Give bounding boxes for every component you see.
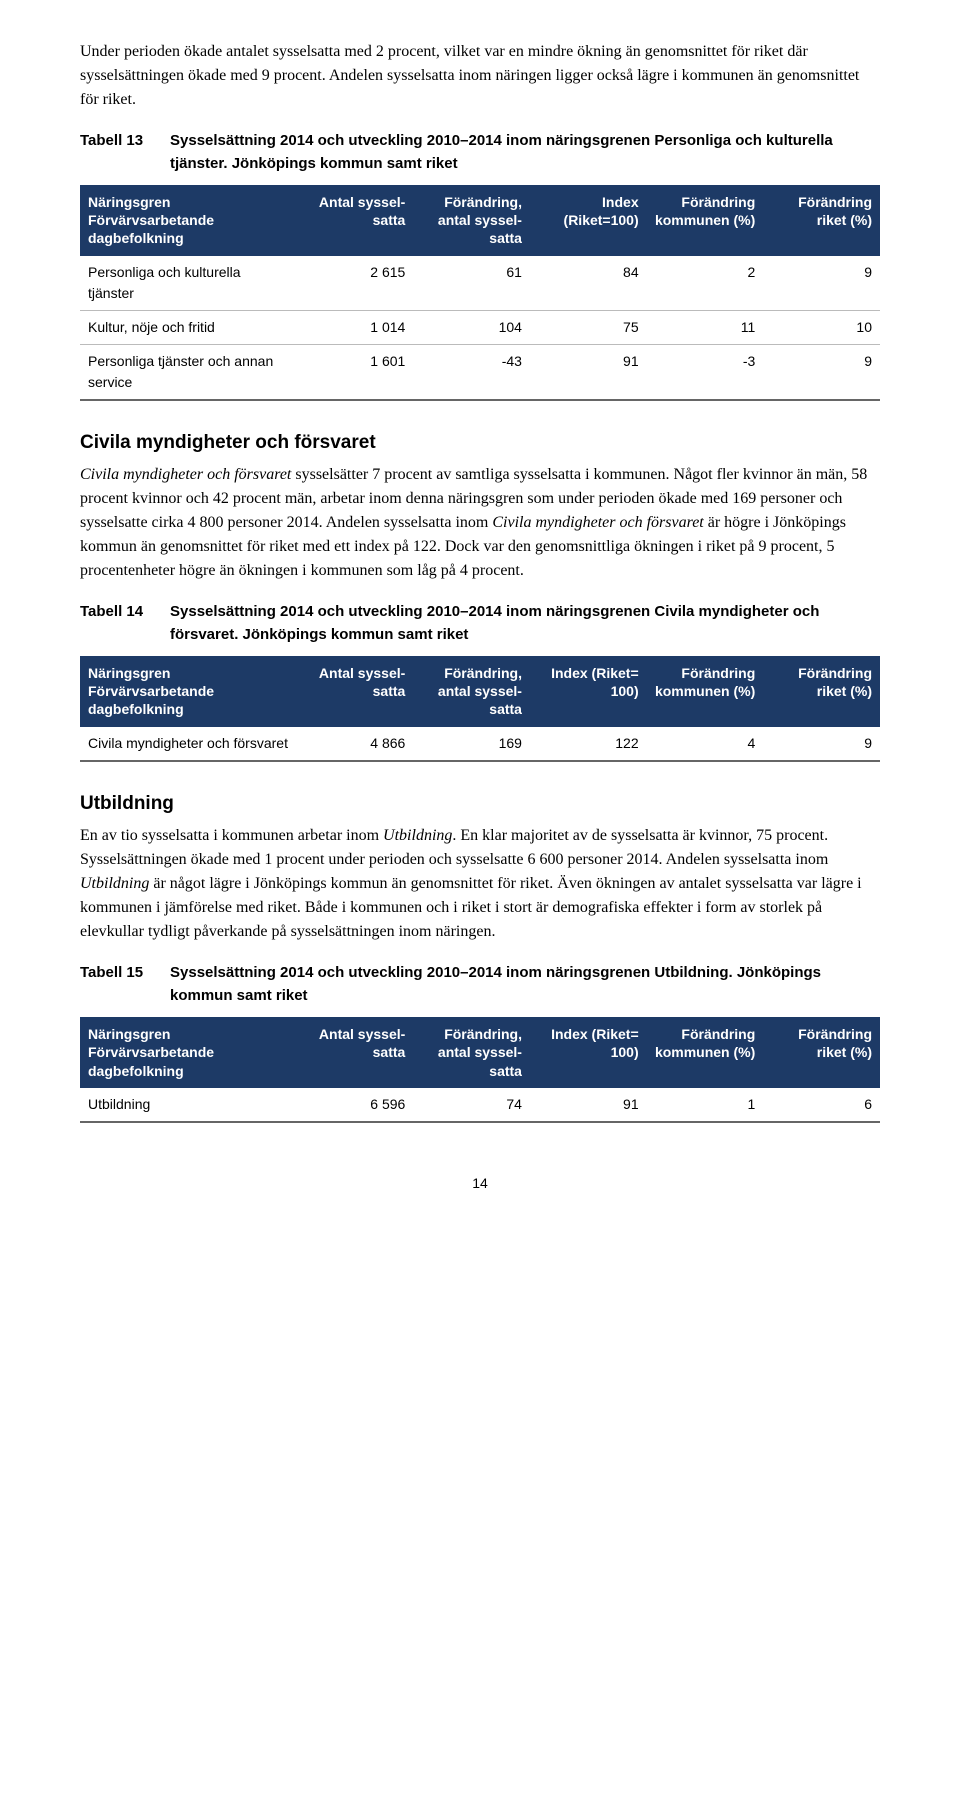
row-value: 1 601: [297, 344, 414, 400]
text-run: Civila myndigheter och försvaret: [492, 514, 703, 531]
table14-header-c0: Näringsgren Förvärvsarbetande dagbefolkn…: [80, 656, 297, 727]
table15-header-c2: Förändring, antal syssel­satta: [413, 1017, 530, 1088]
row-value: 74: [413, 1088, 530, 1122]
table13-caption-text: Sysselsättning 2014 och utveckling 2010–…: [170, 130, 880, 175]
page-number: 14: [80, 1173, 880, 1194]
row-value: 6 596: [297, 1088, 414, 1122]
row-value: 11: [647, 310, 764, 344]
row-value: -43: [413, 344, 530, 400]
table-row: Utbildning6 596749116: [80, 1088, 880, 1122]
table13-body: Personliga och kulturella tjänster2 6156…: [80, 256, 880, 400]
row-value: 9: [763, 727, 880, 761]
table15-caption: Tabell 15 Sysselsättning 2014 och utveck…: [80, 962, 880, 1007]
row-value: 4 866: [297, 727, 414, 761]
row-value: 91: [530, 1088, 647, 1122]
row-value: 2 615: [297, 256, 414, 311]
table15-header-c3: Index (Riket= 100): [530, 1017, 647, 1088]
table-row: Kultur, nöje och fritid1 014104751110: [80, 310, 880, 344]
table14-header-c5: Förändring riket (%): [763, 656, 880, 727]
table15-header-c0: Näringsgren Förvärvsarbetande dagbefolkn…: [80, 1017, 297, 1088]
row-value: 104: [413, 310, 530, 344]
table14-body: Civila myndigheter och försvaret4 866169…: [80, 727, 880, 761]
row-value: 122: [530, 727, 647, 761]
table14: Näringsgren Förvärvsarbetande dagbefolkn…: [80, 656, 880, 762]
row-value: 169: [413, 727, 530, 761]
text-run: Utbildning: [383, 827, 452, 844]
text-run: En av tio sysselsatta i kommunen arbetar…: [80, 827, 383, 844]
table15-header-c4: Förändring kommunen (%): [647, 1017, 764, 1088]
row-label: Kultur, nöje och fritid: [80, 310, 297, 344]
row-value: 9: [763, 344, 880, 400]
row-label: Civila myndigheter och försvaret: [80, 727, 297, 761]
text-run: Civila myndigheter och försvaret: [80, 466, 291, 483]
row-value: 75: [530, 310, 647, 344]
table13-header-c2: Förändring, antal syssel­satta: [413, 185, 530, 256]
section3-paragraph: En av tio sysselsatta i kommunen arbetar…: [80, 824, 880, 944]
table13-header-c3: Index (Riket=100): [530, 185, 647, 256]
table-row: Personliga tjänster och annan service1 6…: [80, 344, 880, 400]
table14-header-c2: Förändring, antal syssel­satta: [413, 656, 530, 727]
table15-header-c1: Antal syssel­satta: [297, 1017, 414, 1088]
row-label: Personliga och kulturella tjänster: [80, 256, 297, 311]
row-value: -3: [647, 344, 764, 400]
text-run: Utbildning: [80, 875, 149, 892]
table15-caption-text: Sysselsättning 2014 och utveckling 2010–…: [170, 962, 880, 1007]
table14-header-c3: Index (Riket= 100): [530, 656, 647, 727]
table15: Näringsgren Förvärvsarbetande dagbefolkn…: [80, 1017, 880, 1123]
table14-header-c4: Förändring kommunen (%): [647, 656, 764, 727]
row-value: 6: [763, 1088, 880, 1122]
row-value: 1 014: [297, 310, 414, 344]
table13-caption: Tabell 13 Sysselsättning 2014 och utveck…: [80, 130, 880, 175]
table13-header-c4: Förändring kommunen (%): [647, 185, 764, 256]
table13-caption-num: Tabell 13: [80, 130, 170, 175]
row-value: 91: [530, 344, 647, 400]
table15-body: Utbildning6 596749116: [80, 1088, 880, 1122]
row-value: 2: [647, 256, 764, 311]
row-value: 84: [530, 256, 647, 311]
table-row: Personliga och kulturella tjänster2 6156…: [80, 256, 880, 311]
row-value: 9: [763, 256, 880, 311]
table13-header-c1: Antal syssel­satta: [297, 185, 414, 256]
table15-caption-num: Tabell 15: [80, 962, 170, 1007]
table14-header-c1: Antal syssel­satta: [297, 656, 414, 727]
table13: Näringsgren Förvärvsarbetande dagbefolkn…: [80, 185, 880, 401]
table14-caption-num: Tabell 14: [80, 601, 170, 646]
table13-header-c5: Förändring riket (%): [763, 185, 880, 256]
intro-paragraph: Under perioden ökade antalet sysselsatta…: [80, 40, 880, 112]
row-label: Personliga tjänster och annan service: [80, 344, 297, 400]
table14-caption: Tabell 14 Sysselsättning 2014 och utveck…: [80, 601, 880, 646]
row-value: 10: [763, 310, 880, 344]
section2-paragraph: Civila myndigheter och försvaret syssels…: [80, 463, 880, 583]
row-value: 1: [647, 1088, 764, 1122]
table15-header-c5: Förändring riket (%): [763, 1017, 880, 1088]
table14-caption-text: Sysselsättning 2014 och utveckling 2010–…: [170, 601, 880, 646]
text-run: är något lägre i Jönköpings kommun än ge…: [80, 875, 862, 940]
table13-header-c0: Näringsgren Förvärvsarbetande dagbefolkn…: [80, 185, 297, 256]
row-value: 61: [413, 256, 530, 311]
section2-title: Civila myndigheter och försvaret: [80, 429, 880, 458]
row-label: Utbildning: [80, 1088, 297, 1122]
table-row: Civila myndigheter och försvaret4 866169…: [80, 727, 880, 761]
section3-title: Utbildning: [80, 790, 880, 819]
row-value: 4: [647, 727, 764, 761]
